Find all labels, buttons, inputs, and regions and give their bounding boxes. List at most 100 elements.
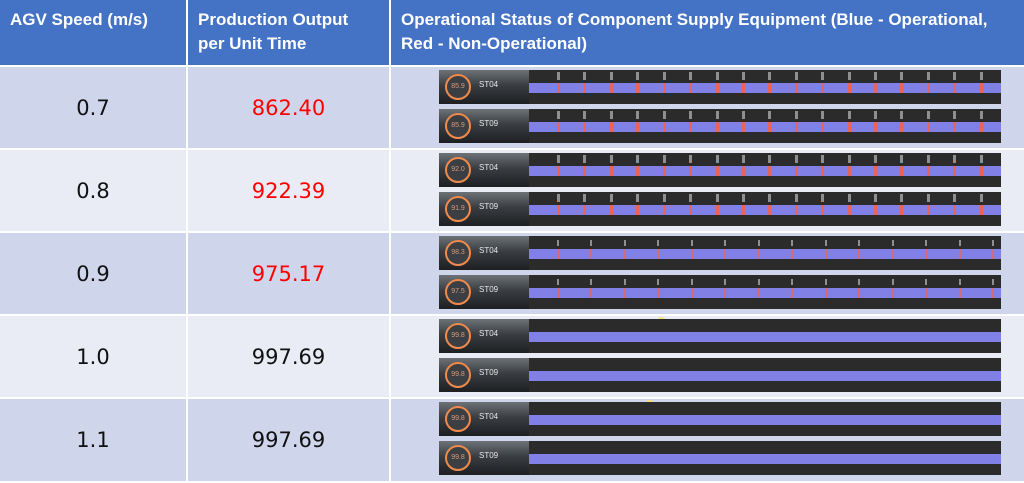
status-cell: 92.0 ST04 91.9 ST09 (390, 148, 1024, 232)
non-operational-mark (958, 249, 961, 259)
status-tick (858, 240, 861, 246)
status-tick (900, 111, 904, 119)
non-operational-mark (874, 205, 878, 215)
header-production-output: Production Output per Unit Time (187, 0, 391, 66)
status-tick (583, 72, 587, 80)
status-track-st04: 85.9 ST04 (439, 70, 1001, 104)
non-operational-mark (724, 288, 727, 298)
non-operational-mark (609, 83, 613, 93)
status-tick (715, 72, 719, 80)
gauge-ring: 99.8 (445, 445, 471, 471)
non-operational-mark (992, 249, 995, 259)
non-operational-mark (979, 122, 983, 132)
status-tick (609, 194, 613, 202)
non-operational-mark (715, 83, 719, 93)
status-tick (979, 72, 983, 80)
header-operational-status: Operational Status of Component Supply E… (390, 0, 1024, 66)
non-operational-mark (979, 205, 983, 215)
status-tick (715, 155, 719, 163)
non-operational-mark (926, 205, 930, 215)
status-tick (891, 240, 894, 246)
status-track-st04: 99.8 ST04 (439, 319, 1001, 353)
non-operational-mark (891, 288, 894, 298)
non-operational-mark (794, 166, 798, 176)
non-operational-mark (900, 83, 904, 93)
non-operational-mark (557, 205, 560, 215)
non-operational-mark (609, 205, 613, 215)
non-operational-mark (925, 249, 928, 259)
status-track-st09: 91.9 ST09 (439, 192, 1001, 226)
table-row: 0.9 975.17 98.3 ST04 97.5 ST09 (0, 231, 1024, 315)
non-operational-mark (557, 249, 559, 259)
non-operational-mark (715, 166, 719, 176)
station-label: ST04 (479, 246, 499, 255)
status-tick (768, 194, 772, 202)
status-tick (953, 111, 957, 119)
status-tick (953, 72, 957, 80)
non-operational-mark (979, 166, 983, 176)
non-operational-mark (874, 122, 878, 132)
status-tick (926, 194, 930, 202)
non-operational-mark (583, 205, 587, 215)
non-operational-mark (741, 205, 745, 215)
status-tick (590, 240, 593, 246)
status-tick (609, 111, 613, 119)
non-operational-mark (657, 288, 660, 298)
status-tick (657, 240, 660, 246)
non-operational-mark (794, 122, 798, 132)
non-operational-mark (689, 122, 693, 132)
status-tick (900, 155, 904, 163)
status-tick (741, 72, 745, 80)
gauge-ring: 85.9 (445, 113, 471, 139)
status-tick (847, 155, 851, 163)
status-tick (768, 72, 772, 80)
non-operational-mark (794, 83, 798, 93)
non-operational-mark (757, 288, 760, 298)
status-tick (992, 240, 995, 246)
status-tick (757, 240, 760, 246)
non-operational-mark (768, 205, 772, 215)
table-row: 1.0 997.69 99.8 ST04 99.8 ST09 (0, 314, 1024, 398)
output-cell: 975.17 (187, 231, 391, 315)
non-operational-mark (690, 288, 693, 298)
speed-cell: 0.7 (0, 65, 188, 149)
status-track-st04: 92.0 ST04 (439, 153, 1001, 187)
station-label: ST04 (479, 163, 499, 172)
speed-cell: 0.8 (0, 148, 188, 232)
status-tick (609, 72, 613, 80)
non-operational-mark (623, 288, 626, 298)
gauge-ring: 98.3 (445, 240, 471, 266)
non-operational-mark (724, 249, 727, 259)
output-cell: 997.69 (187, 397, 391, 481)
status-tick (874, 72, 878, 80)
non-operational-mark (768, 83, 772, 93)
non-operational-mark (583, 122, 587, 132)
non-operational-mark (757, 249, 760, 259)
non-operational-mark (590, 288, 593, 298)
status-tick (662, 194, 666, 202)
non-operational-mark (715, 205, 719, 215)
table-row: 0.8 922.39 92.0 ST04 91.9 ST09 (0, 148, 1024, 232)
non-operational-mark (791, 249, 794, 259)
station-label: ST09 (479, 285, 499, 294)
non-operational-mark (636, 83, 640, 93)
non-operational-mark (953, 122, 957, 132)
status-tick (657, 279, 660, 285)
status-tick (623, 279, 626, 285)
non-operational-mark (557, 122, 560, 132)
non-operational-mark (847, 205, 851, 215)
non-operational-mark (979, 83, 983, 93)
status-tick (926, 111, 930, 119)
operational-bar (529, 454, 1001, 464)
status-tick (557, 194, 560, 202)
non-operational-mark (689, 83, 693, 93)
non-operational-mark (824, 288, 827, 298)
status-tick (900, 194, 904, 202)
operational-bar (529, 83, 1001, 93)
status-tick (636, 111, 640, 119)
status-tick (821, 72, 825, 80)
output-cell: 997.69 (187, 314, 391, 398)
status-track-st04: 98.3 ST04 (439, 236, 1001, 270)
non-operational-mark (557, 166, 560, 176)
status-tick (794, 155, 798, 163)
